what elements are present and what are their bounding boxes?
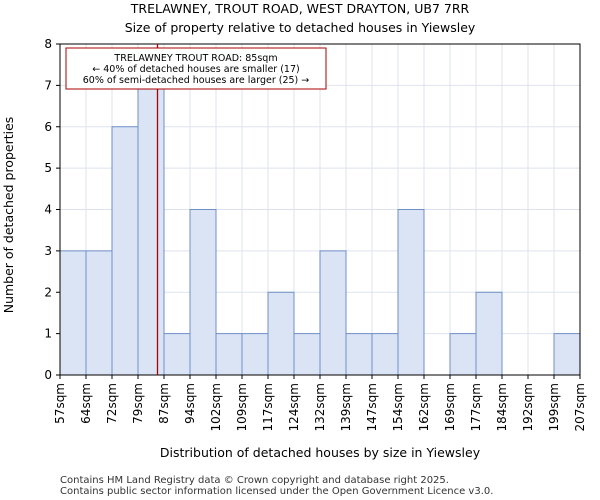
x-tick-label: 147sqm bbox=[365, 383, 379, 431]
footer-line-1: Contains HM Land Registry data © Crown c… bbox=[60, 475, 449, 486]
x-tick-label: 57sqm bbox=[53, 383, 67, 424]
y-tick-label: 5 bbox=[44, 161, 52, 175]
x-tick-label: 64sqm bbox=[79, 383, 93, 424]
y-tick-label: 3 bbox=[44, 244, 52, 258]
x-tick-label: 207sqm bbox=[573, 383, 587, 431]
bar-109sqm bbox=[242, 334, 268, 375]
y-axis-ticks: 0 1 2 3 4 5 6 7 8 bbox=[44, 37, 60, 382]
x-tick-label: 117sqm bbox=[261, 383, 275, 431]
bar-154sqm bbox=[398, 210, 424, 376]
x-axis-label: Distribution of detached houses by size … bbox=[160, 445, 481, 460]
x-tick-label: 192sqm bbox=[521, 383, 535, 431]
bar-94sqm bbox=[190, 210, 216, 376]
bar-117sqm bbox=[268, 292, 294, 375]
bar-169sqm bbox=[450, 334, 476, 375]
bar-102sqm bbox=[216, 334, 242, 375]
x-tick-label: 124sqm bbox=[287, 383, 301, 431]
y-tick-label: 1 bbox=[44, 327, 52, 341]
x-tick-label: 154sqm bbox=[391, 383, 405, 431]
bar-79sqm bbox=[138, 85, 164, 375]
x-tick-label: 102sqm bbox=[209, 383, 223, 431]
x-tick-label: 169sqm bbox=[443, 383, 457, 431]
y-tick-label: 6 bbox=[44, 120, 52, 134]
x-tick-label: 79sqm bbox=[131, 383, 145, 424]
bar-64sqm bbox=[86, 251, 112, 375]
annotation-line-1: TRELAWNEY TROUT ROAD: 85sqm bbox=[113, 53, 277, 64]
bar-72sqm bbox=[112, 127, 138, 375]
bar-124sqm bbox=[294, 334, 320, 375]
bar-139sqm bbox=[346, 334, 372, 375]
y-tick-label: 7 bbox=[44, 78, 52, 92]
x-tick-label: 162sqm bbox=[417, 383, 431, 431]
y-axis-label: Number of detached properties bbox=[1, 117, 16, 314]
chart-title: TRELAWNEY, TROUT ROAD, WEST DRAYTON, UB7… bbox=[130, 1, 470, 16]
annotation-box: TRELAWNEY TROUT ROAD: 85sqm ← 40% of det… bbox=[66, 48, 326, 89]
chart: TRELAWNEY, TROUT ROAD, WEST DRAYTON, UB7… bbox=[0, 0, 600, 500]
x-tick-label: 139sqm bbox=[339, 383, 353, 431]
x-tick-label: 87sqm bbox=[157, 383, 171, 424]
chart-subtitle: Size of property relative to detached ho… bbox=[125, 20, 476, 35]
footer-line-2: Contains public sector information licen… bbox=[60, 486, 493, 497]
x-tick-label: 199sqm bbox=[547, 383, 561, 431]
y-tick-label: 8 bbox=[44, 37, 52, 51]
bar-132sqm bbox=[320, 251, 346, 375]
y-tick-label: 4 bbox=[44, 203, 52, 217]
x-tick-label: 177sqm bbox=[469, 383, 483, 431]
x-tick-label: 132sqm bbox=[313, 383, 327, 431]
y-tick-label: 0 bbox=[44, 368, 52, 382]
x-tick-label: 94sqm bbox=[183, 383, 197, 424]
x-axis-ticks: 57sqm 64sqm 72sqm 79sqm 87sqm 94sqm 102sqm 109s… bbox=[53, 375, 587, 431]
bar-57sqm bbox=[60, 251, 86, 375]
x-tick-label: 72sqm bbox=[105, 383, 119, 424]
bar-199sqm bbox=[554, 334, 580, 375]
annotation-line-3: 60% of semi-detached houses are larger (… bbox=[83, 75, 310, 86]
bar-87sqm bbox=[164, 334, 190, 375]
x-tick-label: 109sqm bbox=[235, 383, 249, 431]
annotation-line-2: ← 40% of detached houses are smaller (17… bbox=[92, 64, 299, 75]
bar-177sqm bbox=[476, 292, 502, 375]
y-tick-label: 2 bbox=[44, 285, 52, 299]
bar-147sqm bbox=[372, 334, 398, 375]
x-tick-label: 184sqm bbox=[495, 383, 509, 431]
